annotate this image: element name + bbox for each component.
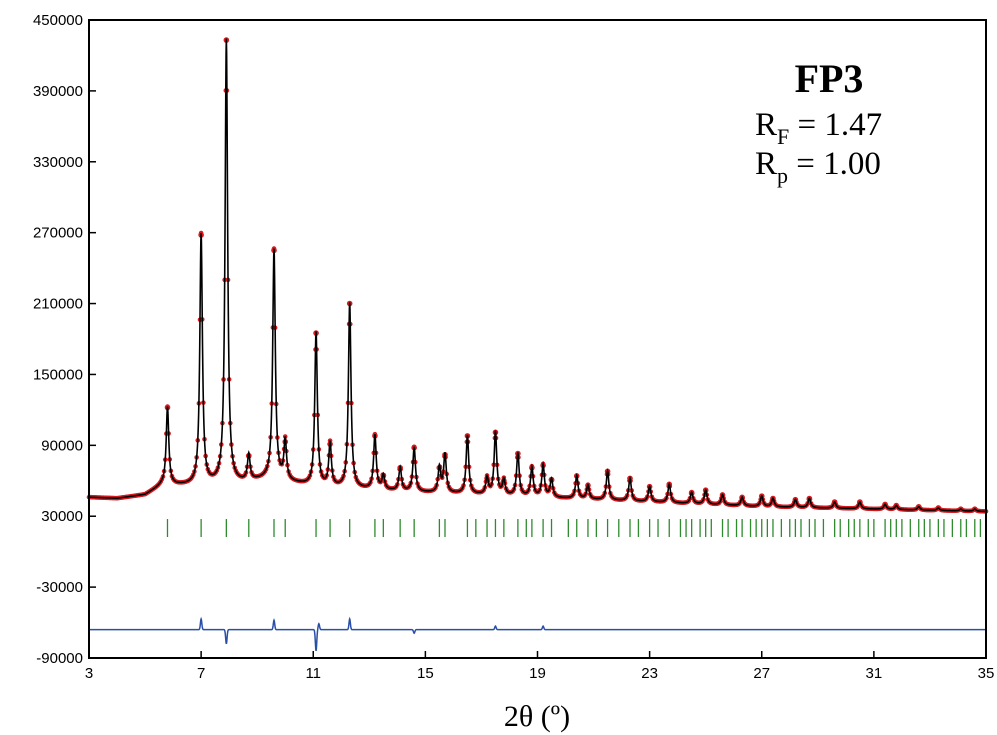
y-tick-label: 390000: [33, 83, 83, 100]
y-tick-label: 30000: [41, 508, 83, 525]
annotation-rp: Rp = 1.00: [755, 146, 881, 188]
annotation-rp-symbol: R: [755, 146, 777, 182]
y-tick-label: 330000: [33, 154, 83, 171]
annotation-rf-symbol: R: [755, 107, 777, 143]
x-tick-label: 27: [753, 665, 770, 682]
annotation-rp-subscript: p: [777, 163, 788, 188]
x-tick-label: 3: [85, 665, 93, 682]
y-tick-label: 450000: [33, 12, 83, 29]
y-tick-label: 90000: [41, 437, 83, 454]
x-tick-label: 7: [197, 665, 205, 682]
annotation-rf: RF = 1.47: [755, 107, 882, 149]
x-axis-label: 2θ (º): [504, 700, 570, 733]
y-tick-label: -30000: [36, 579, 83, 596]
x-tick-label: 31: [866, 665, 883, 682]
x-tick-label: 23: [641, 665, 658, 682]
annotation-rp-value: = 1.00: [788, 146, 881, 182]
x-tick-label: 35: [978, 665, 995, 682]
x-tick-label: 11: [305, 665, 321, 682]
y-axis-ticks: 450000 390000 330000 270000 210000 150000 9000…: [33, 12, 96, 667]
calculated-series: [88, 38, 986, 513]
chart-title: FP3: [795, 56, 864, 101]
y-tick-label: -90000: [36, 650, 83, 667]
x-tick-label: 15: [417, 665, 434, 682]
annotation-rf-value: = 1.47: [789, 107, 882, 143]
plot-area: [86, 37, 989, 652]
bragg-reflections: [166, 519, 982, 538]
y-tick-label: 270000: [33, 225, 83, 242]
x-axis-ticks: 3 7 11 15 19 23 27 31 35: [85, 651, 995, 682]
difference-series: [89, 616, 986, 652]
x-tick-label: 19: [529, 665, 546, 682]
plot-frame: [88, 19, 987, 659]
y-tick-label: 210000: [33, 296, 83, 313]
y-tick-label: 150000: [33, 366, 83, 383]
annotation-rf-subscript: F: [777, 124, 789, 149]
